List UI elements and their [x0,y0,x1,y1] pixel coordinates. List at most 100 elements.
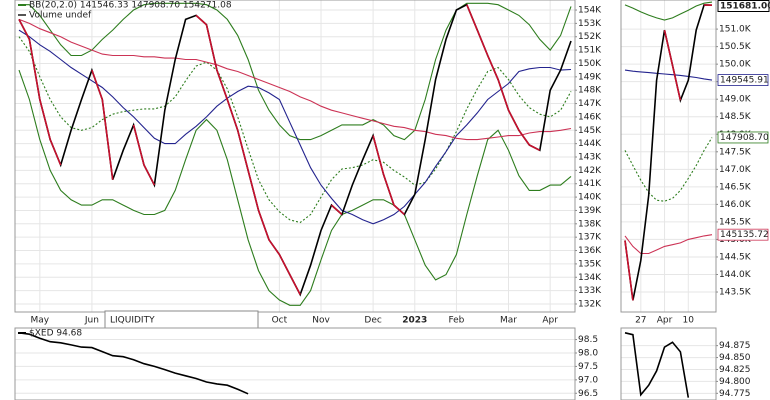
y-tick-label: 150.0K [719,60,752,70]
value-tag: 149545.91 [720,76,769,86]
y-tick-label: 133K [578,286,602,296]
y-tick-label: 149K [578,72,602,82]
price-down-segment [518,129,530,146]
x-tick-label: May [31,316,50,326]
y-tick-label: 138K [578,219,602,229]
price-down-segment [624,240,634,301]
x-tick-label: Mar [500,316,517,326]
y-tick-label: 143K [578,153,602,163]
y-tick-label: 137K [578,233,602,243]
y-tick-label: 139K [578,206,602,216]
x-tick-label: 10 [683,316,695,326]
price-down-segment [382,174,395,206]
indicator-line [624,234,713,255]
price-down-segment [216,69,229,100]
price-down-segment [497,79,510,111]
y-tick-label: 141K [578,179,602,189]
y-tick-label: 145K [578,126,602,136]
x-tick-label: Oct [272,316,288,326]
price-down-segment [195,14,208,26]
price-down-segment [486,55,499,80]
x-tick-label: 27 [635,316,646,326]
indicator-line [18,69,572,306]
price-down-segment [143,164,156,186]
y-tick-label: 148.5K [719,112,752,122]
x-tick-label: Apr [542,316,558,326]
price-down-segment [205,24,218,71]
price-down-segment [393,204,405,216]
indicator-line [19,2,572,141]
y-tick-label: 98.0 [578,348,598,358]
y-tick-label: 97.0 [578,375,598,385]
price-down-segment [39,99,52,140]
price-down-segment [226,99,239,131]
price-down-segment [372,135,385,175]
value-tag-box [717,228,769,241]
value-tag: 147908.70 [720,133,769,143]
y-tick-label: 152K [578,32,602,42]
y-tick-label: 142K [578,166,602,176]
legend-label: Volume undef [29,11,92,21]
panel-frame [14,327,576,400]
price-down-segment [466,4,479,31]
price-down-segment [289,274,301,295]
y-tick-label: 153K [578,19,602,29]
y-tick-label: 94.800 [719,377,751,387]
price-down-segment [236,130,249,171]
y-tick-label: 134K [578,273,602,283]
x-tick-label: Dec [364,316,381,326]
price-down-segment [18,19,31,40]
y-tick-label: 147.5K [719,147,752,157]
y-tick-label: 145.5K [719,217,752,227]
value-tag-box [717,74,769,86]
y-tick-label: 97.5 [578,362,598,372]
price-line [18,332,249,395]
y-tick-label: 94.850 [719,353,751,363]
y-tick-label: 96.5 [578,389,598,399]
annotation: LIQUIDITY [110,316,155,326]
y-tick-label: 144.5K [719,252,752,262]
y-tick-label: 140K [578,193,602,203]
x-tick-label: Jun [84,316,99,326]
y-tick-label: 146K [578,112,602,122]
price-down-segment [476,29,489,56]
y-tick-label: 149.0K [719,95,752,105]
price-down-segment [671,65,682,101]
panel-frame [620,0,717,313]
price-down-segment [49,139,62,166]
indicator-line [624,1,713,21]
price-down-segment [663,29,674,66]
legend-label: BB(20,2.0) 141546.33 147908.70 154271.08 [29,1,232,11]
y-tick-label: 132K [578,299,602,309]
y-tick-label: 150.5K [719,42,752,52]
indicator-line [18,29,572,225]
indicator-line [18,36,572,224]
price-down-segment [101,99,114,180]
y-tick-label: 150K [578,59,602,69]
y-tick-label: 94.825 [719,365,751,375]
price-down-segment [278,254,291,275]
price-down-segment [91,69,104,100]
y-tick-label: 151K [578,46,602,56]
panel-frame [14,0,576,313]
y-tick-label: 135K [578,259,602,269]
y-tick-label: 144.0K [719,270,752,280]
value-tag: 145135.72 [720,230,769,240]
price-down-segment [132,124,145,166]
price-down-segment [257,210,270,241]
price-line [624,332,690,398]
price-down-segment [528,144,541,152]
value-tag-box [717,131,769,144]
legend-label: $XED 94.68 [29,329,82,339]
y-tick-label: 144K [578,139,602,149]
panel-frame [620,327,717,400]
price-down-segment [507,109,520,131]
indicator-line [18,18,572,141]
price-down-segment [28,39,41,100]
price-down-segment [330,204,343,216]
y-tick-label: 147K [578,99,602,109]
x-tick-label: 2023 [402,316,427,326]
y-tick-label: 136K [578,246,602,256]
price-tag: 151681.00 [720,2,770,12]
